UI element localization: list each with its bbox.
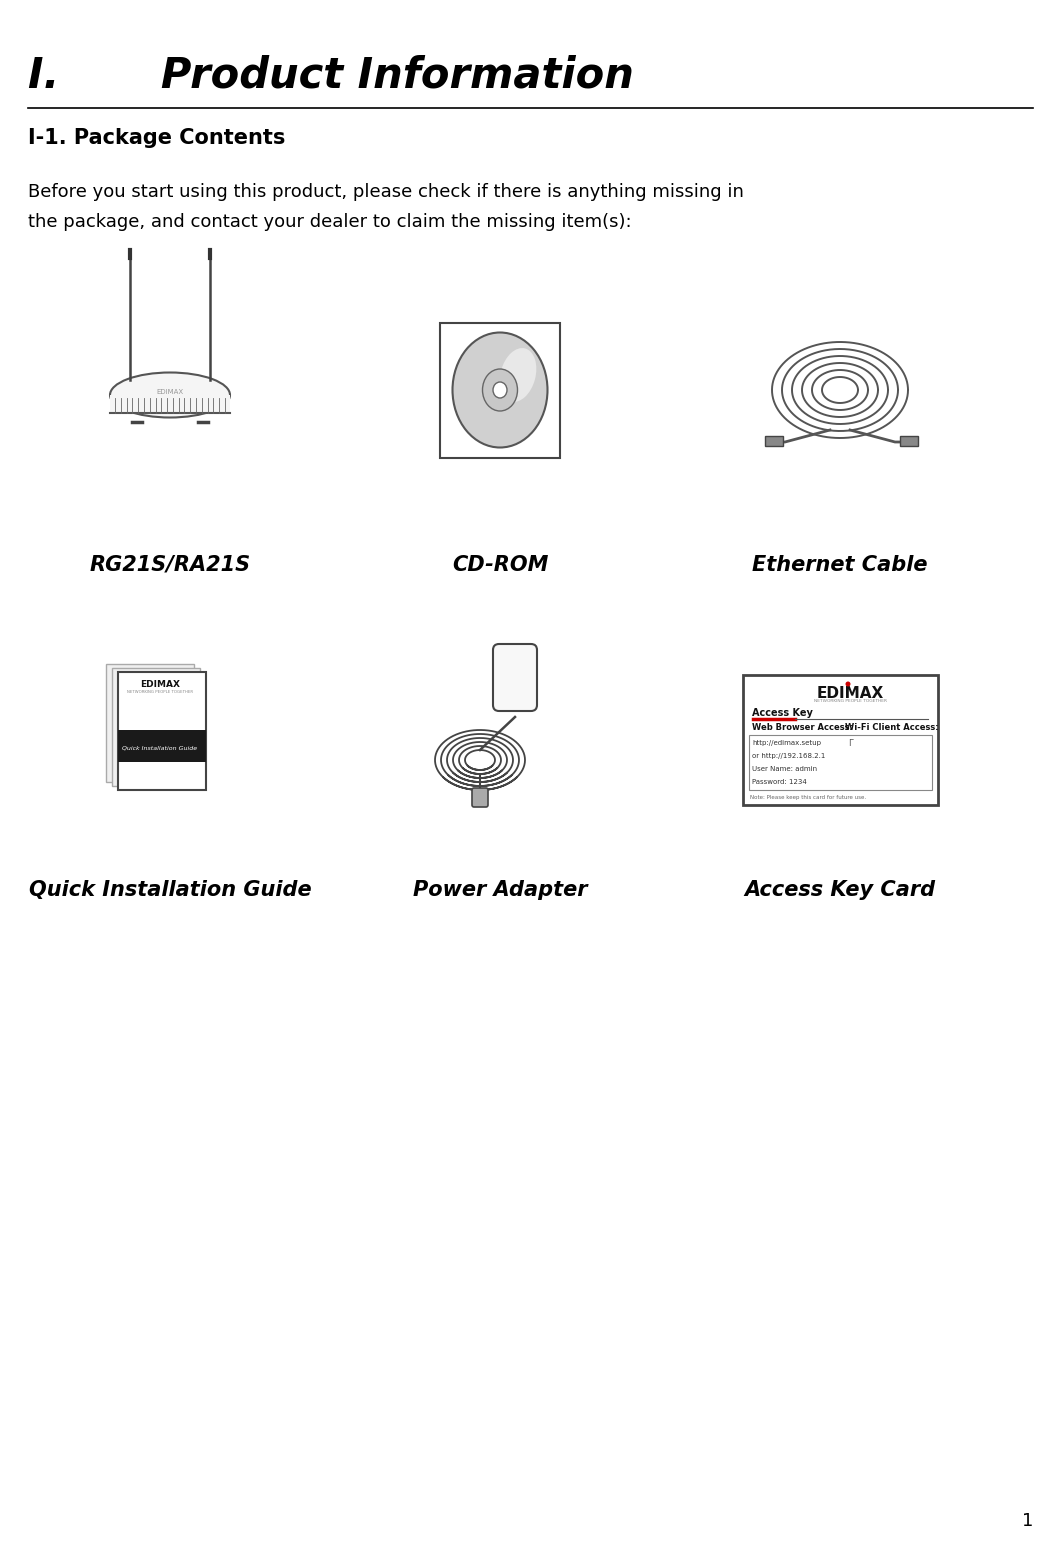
Text: Power Adapter: Power Adapter <box>413 880 587 900</box>
Text: Quick Installation Guide: Quick Installation Guide <box>122 747 197 751</box>
Ellipse shape <box>483 369 518 411</box>
Text: EDIMAX: EDIMAX <box>140 680 180 689</box>
Bar <box>110 396 230 413</box>
FancyBboxPatch shape <box>472 788 488 807</box>
Bar <box>440 323 560 458</box>
Text: Access Key: Access Key <box>752 708 814 719</box>
Text: the package, and contact your dealer to claim the missing item(s):: the package, and contact your dealer to … <box>28 213 631 231</box>
Text: Access Key Card: Access Key Card <box>745 880 936 900</box>
Text: NETWORKING PEOPLE TOGETHER: NETWORKING PEOPLE TOGETHER <box>127 691 193 694</box>
Ellipse shape <box>846 681 851 686</box>
Bar <box>748 736 932 790</box>
Bar <box>106 664 194 782</box>
Ellipse shape <box>500 348 537 402</box>
Bar <box>900 436 918 445</box>
Text: Wi-Fi Client Access:: Wi-Fi Client Access: <box>845 723 939 731</box>
Text: Password: 1234: Password: 1234 <box>752 779 807 785</box>
Text: I.       Product Information: I. Product Information <box>28 54 633 96</box>
Text: or http://192.168.2.1: or http://192.168.2.1 <box>752 753 825 759</box>
Ellipse shape <box>110 372 230 417</box>
Bar <box>118 672 206 790</box>
Text: NETWORKING PEOPLE TOGETHER: NETWORKING PEOPLE TOGETHER <box>814 698 887 703</box>
Text: User Name: admin: User Name: admin <box>752 767 818 771</box>
Bar <box>765 436 783 445</box>
Text: Γ: Γ <box>848 739 853 748</box>
Text: Web Browser Access:: Web Browser Access: <box>752 723 853 731</box>
Text: I-1. Package Contents: I-1. Package Contents <box>28 127 285 147</box>
Text: EDIMAX: EDIMAX <box>816 686 884 700</box>
Text: CD-ROM: CD-ROM <box>452 556 549 574</box>
Text: 1: 1 <box>1022 1512 1033 1530</box>
Text: RG21S/RA21S: RG21S/RA21S <box>89 556 250 574</box>
Text: Ethernet Cable: Ethernet Cable <box>752 556 927 574</box>
Text: http://edimax.setup: http://edimax.setup <box>752 740 821 747</box>
Bar <box>743 675 938 805</box>
Bar <box>112 667 201 785</box>
Text: Before you start using this product, please check if there is anything missing i: Before you start using this product, ple… <box>28 183 744 202</box>
FancyBboxPatch shape <box>493 644 537 711</box>
Text: EDIMAX: EDIMAX <box>156 390 184 396</box>
Bar <box>118 729 206 762</box>
Ellipse shape <box>493 382 507 397</box>
Text: Quick Installation Guide: Quick Installation Guide <box>29 880 311 900</box>
Ellipse shape <box>452 332 547 447</box>
Text: Note: Please keep this card for future use.: Note: Please keep this card for future u… <box>750 795 867 799</box>
